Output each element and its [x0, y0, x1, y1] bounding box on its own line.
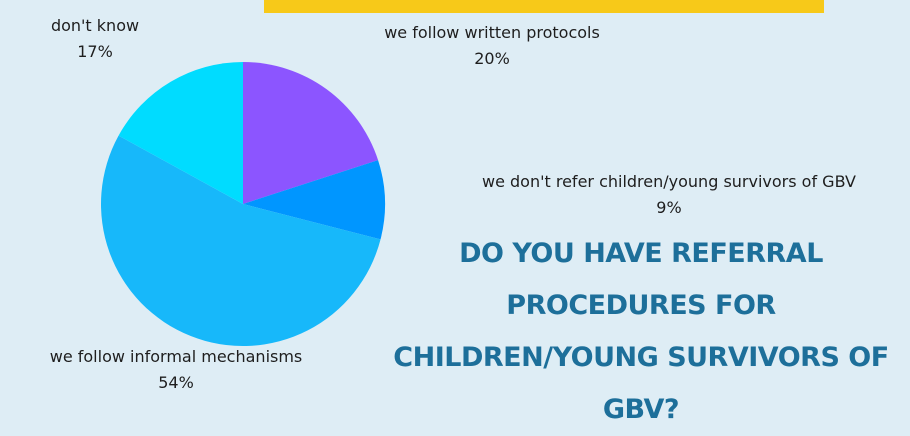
slice-label-percent: 20%: [474, 49, 510, 68]
slice-label-percent: 17%: [77, 42, 113, 61]
slice-label-name: we follow informal mechanisms: [49, 347, 303, 366]
slice-label-informal-mechanisms: we follow informal mechanisms 54%: [0, 344, 352, 396]
pie-slice-written-protocols: [243, 62, 379, 204]
top-banner: [264, 0, 824, 13]
slice-label-written-protocols: we follow written protocols 20%: [352, 20, 632, 72]
survey-question-heading: DO YOU HAVE REFERRAL PROCEDURES FOR CHIL…: [372, 228, 910, 436]
slice-label-name: don't know: [50, 16, 140, 35]
pie-slice-dont-know: [118, 62, 243, 204]
slice-label-name: we follow written protocols: [384, 23, 600, 42]
slice-label-dont-know: don't know 17%: [20, 13, 170, 65]
pie-chart: [101, 62, 385, 346]
pie-slice-dont-refer: [243, 160, 385, 240]
slice-label-name: we don't refer children/young survivors …: [482, 172, 856, 191]
slice-label-percent: 54%: [158, 373, 194, 392]
pie-slice-informal-mechanisms: [101, 135, 381, 346]
slice-label-dont-refer: we don't refer children/young survivors …: [428, 169, 910, 221]
question-line-2: CHILDREN/YOUNG SURVIVORS OF GBV?: [393, 342, 889, 425]
slice-label-percent: 9%: [656, 198, 682, 217]
question-line-1: DO YOU HAVE REFERRAL PROCEDURES FOR: [459, 238, 823, 321]
